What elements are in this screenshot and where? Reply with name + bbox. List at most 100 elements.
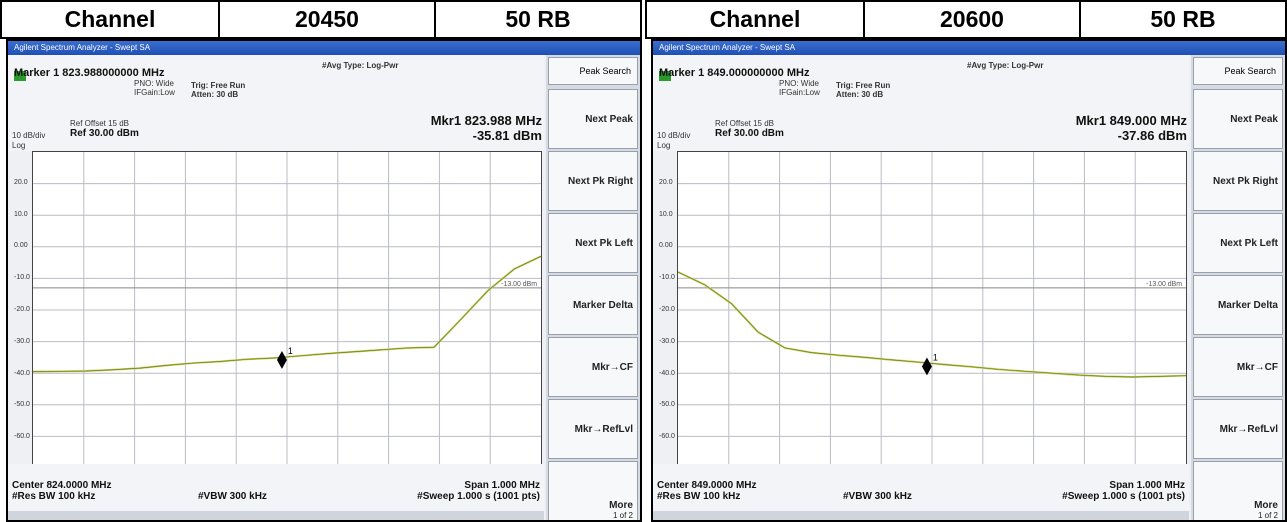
keysight-logo-icon — [14, 71, 26, 81]
y-tick-label: -40.0 — [14, 369, 30, 377]
ifgain-setting: IFGain:Low — [134, 88, 175, 97]
log-label: Log — [657, 141, 671, 150]
y-tick-label: 0.00 — [659, 242, 673, 250]
peak-search-menu-title: Peak Search — [1193, 57, 1283, 85]
spectrum-trace-svg: -13.00 dBm 1 — [678, 152, 1186, 468]
softkey-mkr-reflvl[interactable]: Mkr→RefLvl — [1193, 399, 1283, 459]
limit-line-label: -13.00 dBm — [1146, 281, 1182, 288]
status-bar — [8, 511, 544, 520]
bottom-settings-bar: Center 824.0000 MHz #Res BW 100 kHz #VBW… — [8, 464, 544, 520]
ref-level: Ref 30.00 dBm — [715, 128, 784, 139]
more-page-label: 1 of 2 — [612, 511, 633, 520]
y-tick-label: -60.0 — [659, 433, 675, 441]
marker-number: 1 — [288, 346, 293, 356]
rb-value: 50 RB — [1150, 6, 1216, 32]
rb-value: 50 RB — [505, 6, 571, 32]
channel-label: Channel — [647, 2, 865, 37]
marker-readout: Marker 1 823.988000000 MHz — [14, 67, 165, 79]
channel-label: Channel — [2, 2, 220, 37]
pno-setting: PNO: Wide — [779, 79, 820, 88]
bottom-settings-bar: Center 849.0000 MHz #Res BW 100 kHz #VBW… — [653, 464, 1189, 520]
ref-level: Ref 30.00 dBm — [70, 128, 139, 139]
analyzer-screen-right: Agilent Spectrum Analyzer - Swept SA Mar… — [651, 39, 1287, 522]
softkey-menu: Peak Search Next Peak Next Pk Right Next P… — [546, 55, 640, 520]
y-tick-label: 10.0 — [659, 210, 673, 218]
span: Span 1.000 MHz — [1109, 480, 1185, 491]
marker-frequency: Mkr1 823.988 MHz — [430, 113, 542, 128]
limit-line-label: -13.00 dBm — [501, 281, 537, 288]
marker-frequency: Mkr1 849.000 MHz — [1075, 113, 1187, 128]
window-title: Agilent Spectrum Analyzer - Swept SA — [653, 41, 1285, 55]
measurement-bar: Marker 1 823.988000000 MHz PNO: Wide IFG… — [8, 55, 544, 151]
vbw: #VBW 300 kHz — [843, 491, 912, 502]
center-frequency: Center 824.0000 MHz — [12, 480, 112, 491]
y-tick-label: -50.0 — [659, 401, 675, 409]
analyzer-screen-left: Agilent Spectrum Analyzer - Swept SA Mar… — [6, 39, 642, 522]
marker-diamond-icon — [921, 357, 932, 376]
atten-setting: Atten: 30 dB — [836, 90, 884, 99]
y-tick-label: -10.0 — [659, 274, 675, 282]
marker-number: 1 — [933, 352, 938, 362]
softkey-marker-delta[interactable]: Marker Delta — [548, 275, 638, 335]
spectrum-plot[interactable]: -13.00 dBm 1 — [677, 151, 1187, 469]
spectrum-plot[interactable]: -13.00 dBm 1 — [32, 151, 542, 469]
y-tick-label: 20.0 — [14, 178, 28, 186]
peak-search-menu-title: Peak Search — [548, 57, 638, 85]
y-tick-label: 20.0 — [659, 178, 673, 186]
sweep-time: #Sweep 1.000 s (1001 pts) — [417, 491, 540, 502]
softkey-menu: Peak Search Next Peak Next Pk Right Next P… — [1191, 55, 1285, 520]
spectrum-trace-core — [33, 255, 541, 372]
log-label: Log — [12, 141, 26, 150]
atten-setting: Atten: 30 dB — [191, 90, 239, 99]
softkey-mkr-reflvl[interactable]: Mkr→RefLvl — [548, 399, 638, 459]
status-bar — [653, 511, 1189, 520]
header-row-left: Channel 20450 50 RB — [0, 0, 642, 39]
softkey-next-pk-left[interactable]: Next Pk Left — [1193, 213, 1283, 273]
window-title: Agilent Spectrum Analyzer - Swept SA — [8, 41, 640, 55]
y-tick-label: -40.0 — [659, 369, 675, 377]
res-bw: #Res BW 100 kHz — [657, 491, 741, 502]
marker-readout: Marker 1 849.000000000 MHz — [659, 67, 810, 79]
y-tick-label: -60.0 — [14, 433, 30, 441]
y-tick-label: -30.0 — [14, 337, 30, 345]
softkey-more[interactable]: More 1 of 2 — [1193, 461, 1283, 520]
channel-value: 20600 — [865, 2, 1081, 37]
softkey-mkr-cf[interactable]: Mkr→CF — [1193, 337, 1283, 397]
res-bw: #Res BW 100 kHz — [12, 491, 96, 502]
avg-type: #Avg Type: Log-Pwr — [967, 61, 1044, 70]
header-row-right: Channel 20600 50 RB — [645, 0, 1287, 39]
softkey-next-peak[interactable]: Next Peak — [548, 89, 638, 149]
softkey-next-pk-right[interactable]: Next Pk Right — [1193, 151, 1283, 211]
scale-per-div: 10 dB/div — [657, 131, 691, 140]
keysight-logo-icon — [659, 71, 671, 81]
sweep-time: #Sweep 1.000 s (1001 pts) — [1062, 491, 1185, 502]
trigger-setting: Trig: Free Run — [191, 81, 246, 90]
more-page-label: 1 of 2 — [1257, 511, 1278, 520]
y-tick-label: -20.0 — [14, 306, 30, 313]
spectrum-trace-core — [678, 271, 1186, 378]
measurement-bar: Marker 1 849.000000000 MHz PNO: Wide IFG… — [653, 55, 1189, 151]
spectrum-trace-svg: -13.00 dBm 1 — [33, 152, 541, 468]
trigger-setting: Trig: Free Run — [836, 81, 891, 90]
marker-level: -35.81 dBm — [472, 128, 542, 143]
channel-value: 20450 — [220, 2, 436, 37]
center-frequency: Center 849.0000 MHz — [657, 480, 757, 491]
softkey-marker-delta[interactable]: Marker Delta — [1193, 275, 1283, 335]
softkey-more[interactable]: More 1 of 2 — [548, 461, 638, 520]
marker-diamond-icon — [276, 351, 287, 369]
softkey-next-peak[interactable]: Next Peak — [1193, 89, 1283, 149]
softkey-mkr-cf[interactable]: Mkr→CF — [548, 337, 638, 397]
y-tick-label: -20.0 — [659, 306, 675, 313]
y-tick-label: -30.0 — [659, 337, 675, 345]
ref-offset: Ref Offset 15 dB — [715, 119, 774, 128]
pno-setting: PNO: Wide — [134, 79, 175, 88]
span: Span 1.000 MHz — [464, 480, 540, 491]
marker-level: -37.86 dBm — [1117, 128, 1187, 143]
softkey-next-pk-right[interactable]: Next Pk Right — [548, 151, 638, 211]
y-tick-label: -50.0 — [14, 401, 30, 409]
avg-type: #Avg Type: Log-Pwr — [322, 61, 399, 70]
y-tick-label: 10.0 — [14, 210, 28, 218]
ifgain-setting: IFGain:Low — [779, 88, 820, 97]
y-tick-label: 0.00 — [14, 242, 28, 250]
softkey-next-pk-left[interactable]: Next Pk Left — [548, 213, 638, 273]
